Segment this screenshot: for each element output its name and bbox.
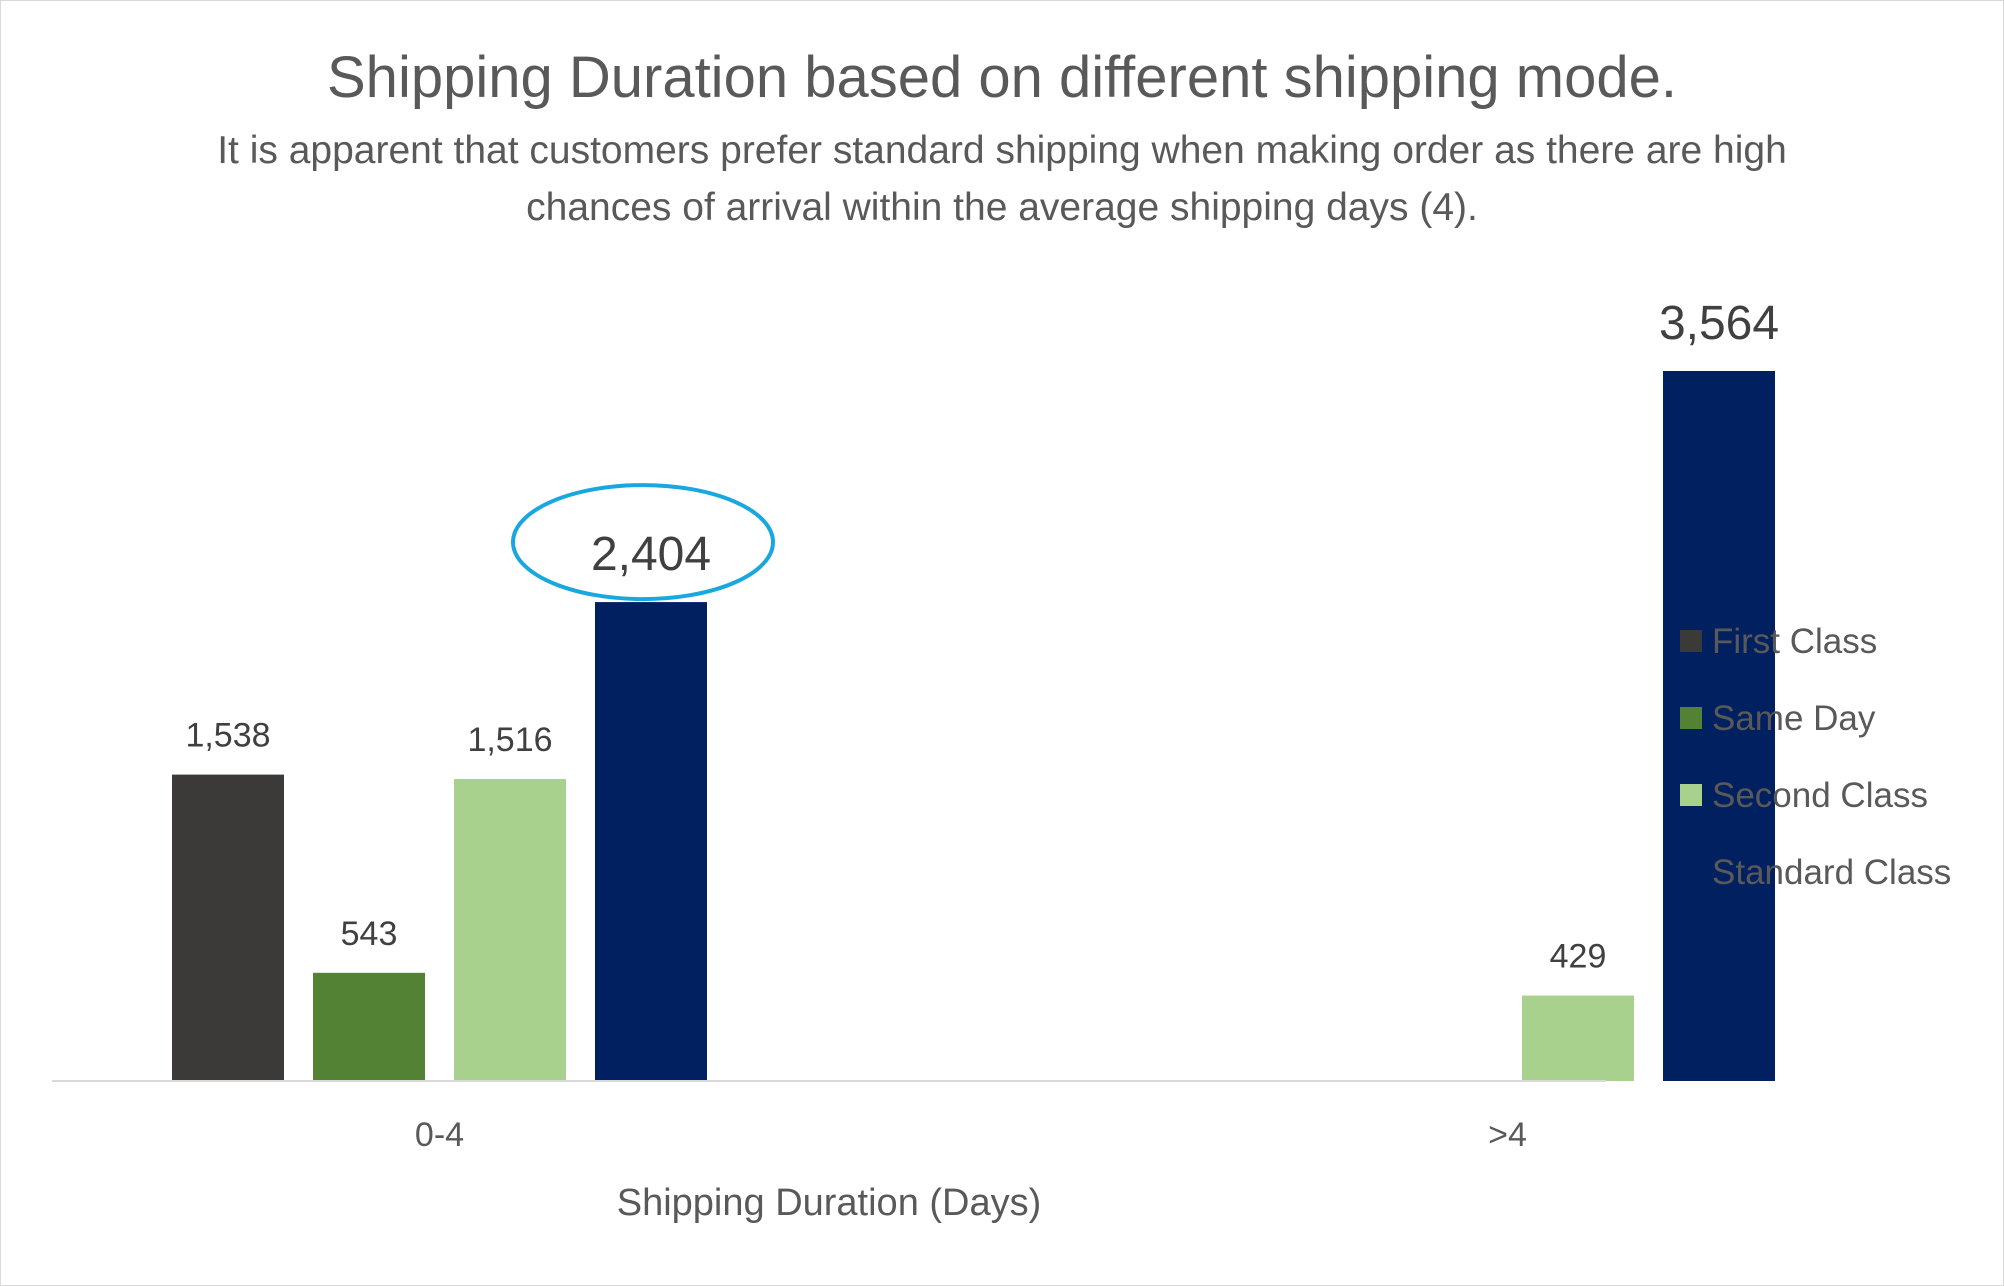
legend-swatch-same-day: [1680, 707, 1702, 729]
data-label-second-class-0-4: 1,516: [467, 721, 552, 759]
bars-group: [172, 371, 1775, 1081]
chart-subtitle: It is apparent that customers prefer sta…: [217, 129, 1787, 229]
x-tick-label-1: >4: [1488, 1116, 1527, 1154]
bar-first-class-0-4: [172, 774, 284, 1081]
data-labels-group: 1,538 543 1,516 2,404 429 3,564: [185, 297, 1779, 976]
bar-standard-class-0-4: [595, 602, 707, 1081]
x-tick-label-0: 0-4: [415, 1116, 464, 1154]
legend-label-same-day: Same Day: [1712, 699, 1876, 738]
bar-second-class-gt-4: [1522, 995, 1634, 1081]
legend-swatch-standard-class: [1680, 861, 1702, 883]
bar-second-class-0-4: [454, 778, 566, 1081]
highlight-circle: [511, 483, 775, 602]
data-label-same-day-0-4: 543: [341, 915, 398, 953]
data-label-standard-class-0-4: 2,404: [591, 528, 711, 581]
legend-swatch-first-class: [1680, 630, 1702, 652]
data-label-standard-class-gt-4: 3,564: [1659, 297, 1779, 350]
x-axis-title: Shipping Duration (Days): [617, 1182, 1042, 1224]
legend: First Class Same Day Second Class Standard …: [1680, 622, 1951, 892]
legend-label-standard-class: Standard Class: [1712, 853, 1951, 892]
data-label-second-class-gt-4: 429: [1550, 938, 1607, 976]
data-label-first-class-0-4: 1,538: [185, 717, 270, 755]
legend-label-second-class: Second Class: [1712, 776, 1928, 815]
chart-title: Shipping Duration based on different shi…: [327, 45, 1677, 110]
x-tick-labels: 0-4 >4: [415, 1116, 1527, 1154]
bar-same-day-0-4: [313, 972, 425, 1081]
legend-label-first-class: First Class: [1712, 622, 1877, 661]
legend-swatch-second-class: [1680, 784, 1702, 806]
